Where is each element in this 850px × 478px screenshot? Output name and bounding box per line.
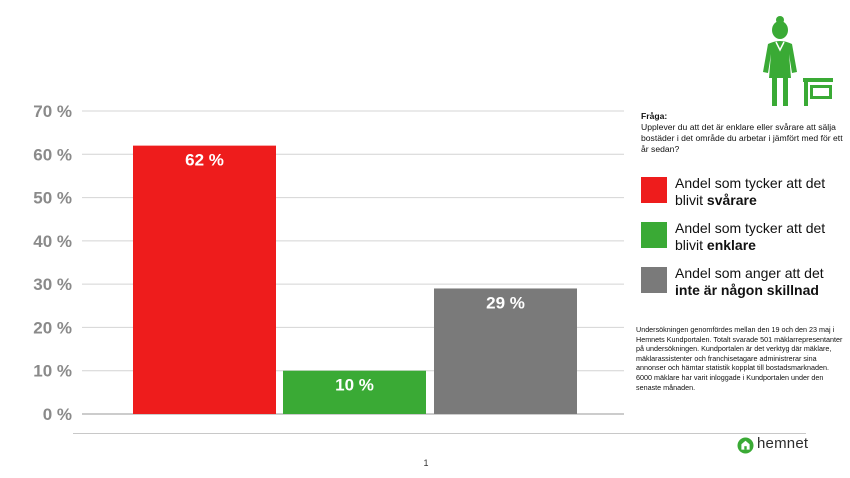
data-labels: 62 % 10 % 29 % — [185, 151, 525, 395]
question-title: Fråga: — [641, 111, 668, 121]
legend-item-no-difference: Andel som anger att det inte är någon sk… — [641, 265, 846, 305]
y-tick-label: 50 % — [33, 189, 72, 208]
hemnet-logo-icon — [737, 437, 754, 454]
bar-value-label: 29 % — [486, 293, 525, 312]
legend-item-harder: Andel som tycker att det blivit svårare — [641, 175, 846, 215]
legend-text-easier: Andel som tycker att det blivit enklare — [675, 220, 826, 253]
footer-divider — [73, 433, 806, 434]
hemnet-wordmark: hemnet — [757, 435, 809, 452]
bars — [133, 145, 577, 414]
y-tick-label: 70 % — [33, 102, 72, 121]
legend-swatch-gray — [641, 267, 667, 293]
question-text: Upplever du att det är enklare eller svå… — [641, 122, 843, 154]
legend-text-harder: Andel som tycker att det blivit svårare — [675, 175, 826, 208]
page-number: 1 — [423, 458, 429, 468]
y-tick-label: 0 % — [43, 405, 72, 424]
legend-swatch-red — [641, 177, 667, 203]
bar-3 — [434, 288, 577, 414]
y-axis-ticks: 0 % 10 % 20 % 30 % 40 % 50 % 60 % 70 % — [33, 102, 72, 424]
bar-chart: 0 % 10 % 20 % 30 % 40 % 50 % 60 % 70 % 62 % 10 %… — [33, 102, 624, 424]
bar-2 — [283, 370, 426, 414]
bar-1 — [133, 145, 276, 414]
y-tick-label: 40 % — [33, 232, 72, 251]
legend-swatch-green — [641, 222, 667, 248]
realtor-woman-with-sign-icon — [763, 16, 833, 106]
legend-text-no-difference: Andel som anger att det inte är någon sk… — [675, 265, 824, 298]
bar-value-label: 10 % — [335, 376, 374, 395]
survey-footnote: Undersökningen genomfördes mellan den 19… — [636, 325, 843, 392]
y-tick-label: 10 % — [33, 362, 72, 381]
legend-item-easier: Andel som tycker att det blivit enklare — [641, 220, 846, 260]
y-tick-label: 30 % — [33, 275, 72, 294]
question-box: Fråga: Upplever du att det är enklare el… — [641, 111, 846, 155]
y-tick-label: 60 % — [33, 145, 72, 164]
bar-value-label: 62 % — [185, 151, 224, 170]
y-tick-label: 20 % — [33, 318, 72, 337]
